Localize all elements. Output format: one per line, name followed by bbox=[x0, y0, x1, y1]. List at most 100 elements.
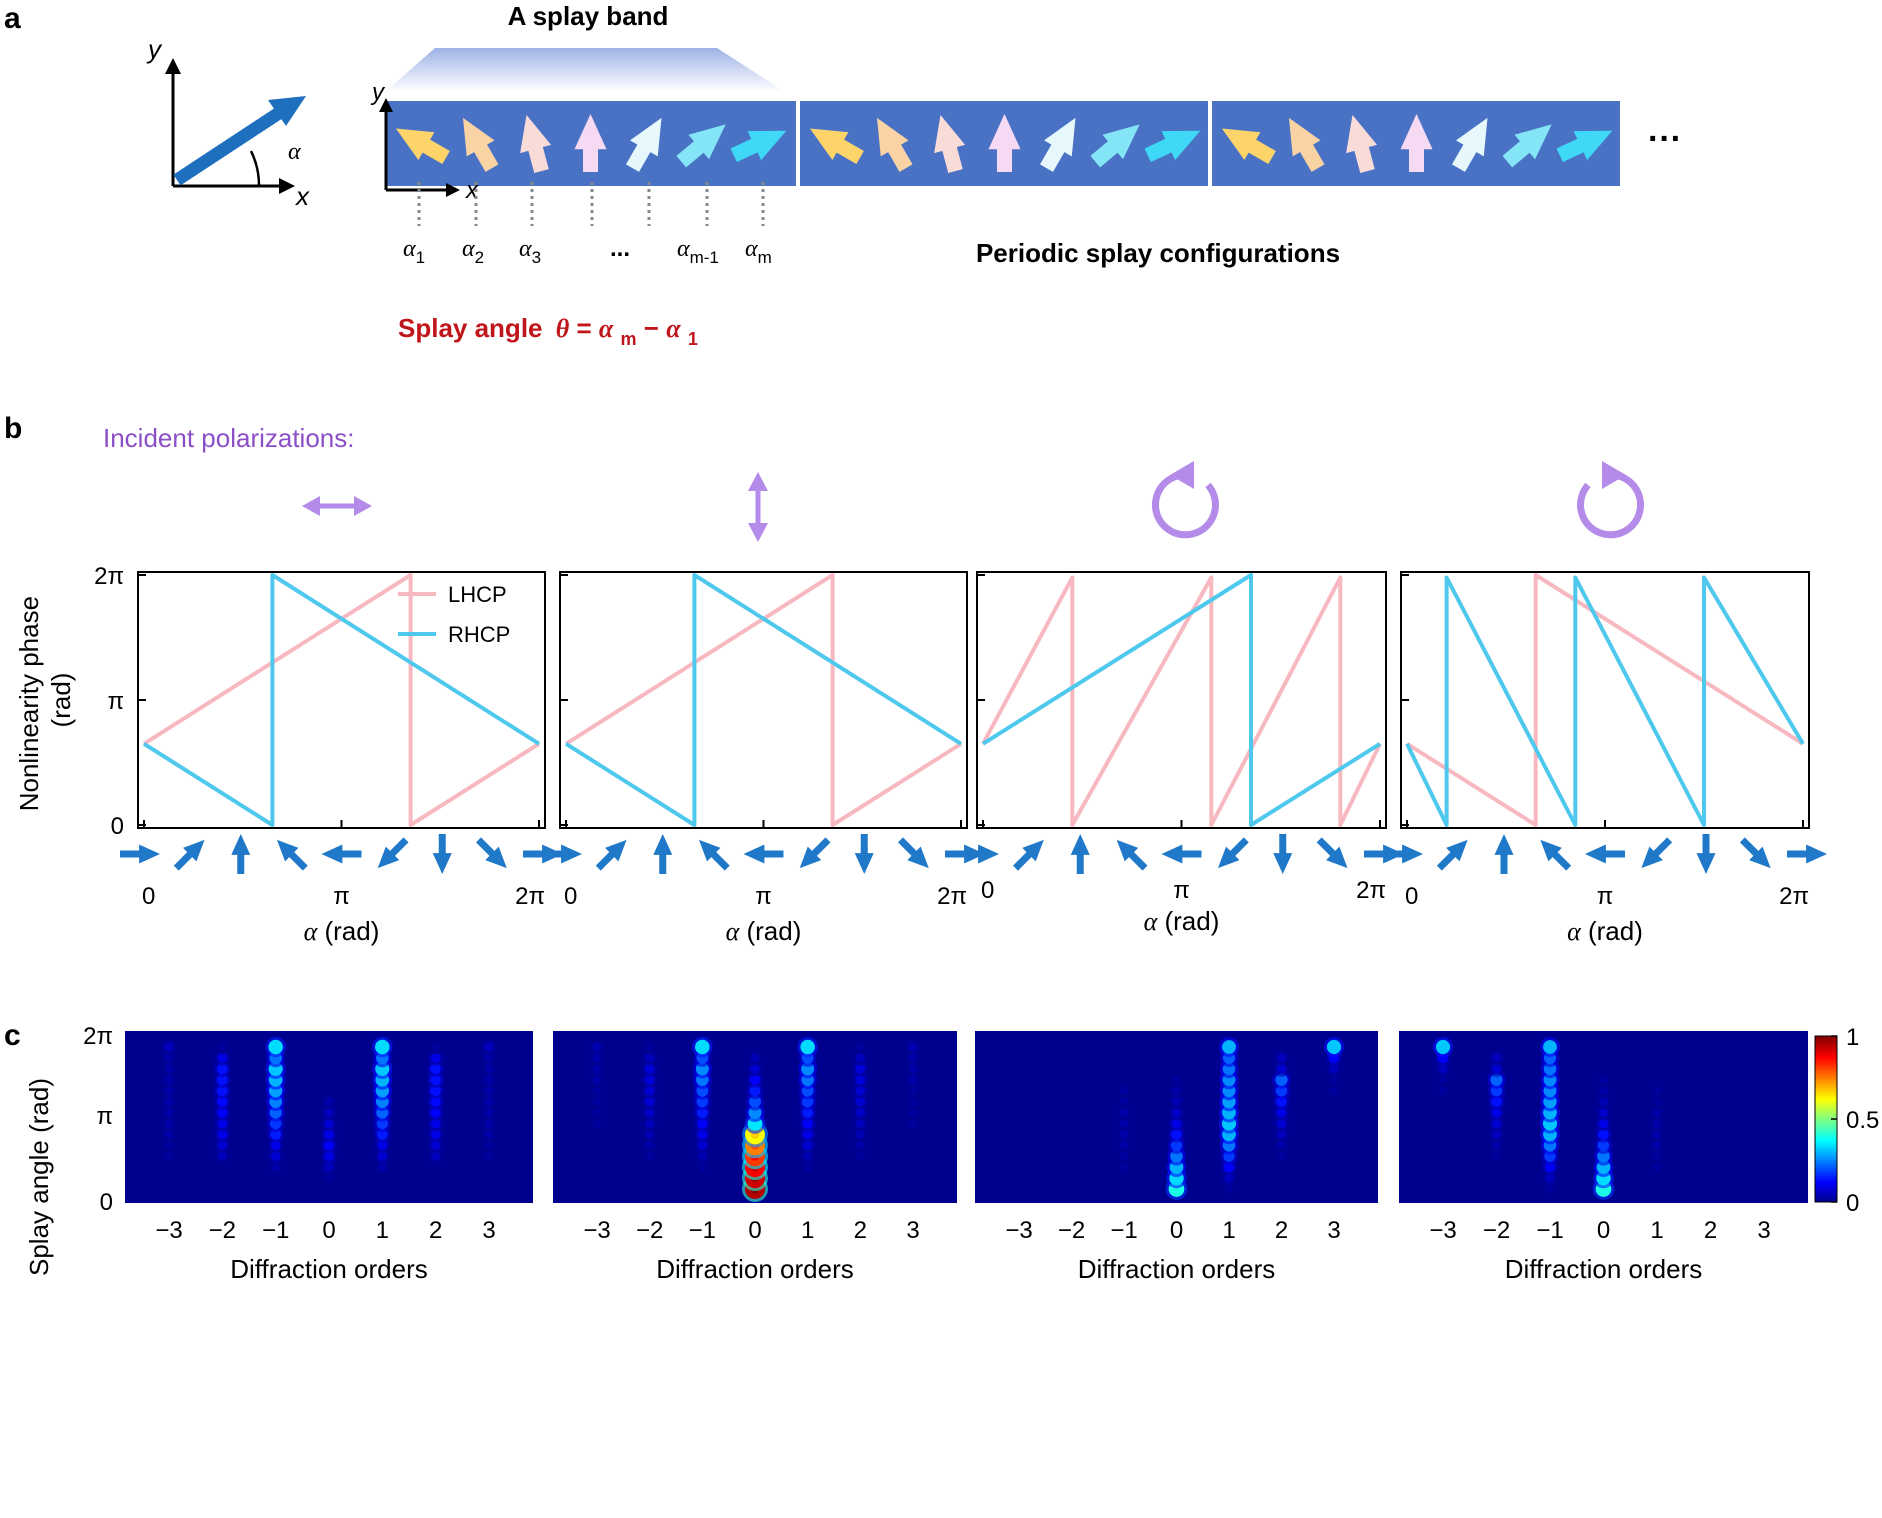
heatmap-spot bbox=[1119, 1086, 1129, 1095]
heatmap-spot bbox=[749, 1074, 761, 1085]
heatmap-spot bbox=[164, 1141, 174, 1150]
direction-arrow bbox=[1739, 837, 1771, 869]
heatmap-spot bbox=[1276, 1064, 1287, 1074]
heatmap-spot bbox=[484, 1097, 494, 1106]
heatmap-spot bbox=[484, 1130, 494, 1139]
colorbar-tick-label: 0 bbox=[1846, 1190, 1859, 1217]
heatmap-spot bbox=[856, 1042, 865, 1052]
heatmap-3: −3 −2 −1 0 1 2 3 Diffraction orders bbox=[975, 1031, 1378, 1284]
splay-angle-equation: Splay angle θ = α m − α 1 bbox=[398, 313, 698, 351]
b-xtick-label: 2π bbox=[515, 883, 545, 910]
heatmap-spot bbox=[697, 1151, 707, 1161]
band1-arrow-2 bbox=[463, 117, 499, 172]
band1-arrow-1 bbox=[395, 128, 450, 164]
heatmap-spot bbox=[1119, 1119, 1129, 1128]
heatmap-spot bbox=[1119, 1108, 1129, 1117]
heatmap-spot bbox=[697, 1140, 708, 1151]
heatmap-spot bbox=[1329, 1064, 1339, 1074]
c-xtick-label: 3 bbox=[1327, 1217, 1340, 1244]
heatmap-spot bbox=[908, 1053, 918, 1063]
heatmap-spot bbox=[1492, 1140, 1501, 1150]
heatmap-spot bbox=[644, 1074, 655, 1085]
heatmap-spot bbox=[324, 1107, 334, 1118]
c-xlabel: Diffraction orders bbox=[1505, 1254, 1703, 1284]
band3-arrow-5 bbox=[1452, 117, 1488, 172]
alpha-markers: α1 α2 α3... αm-1 αm bbox=[403, 182, 772, 267]
c-xtick-label: 0 bbox=[748, 1217, 761, 1244]
direction-arrow bbox=[173, 839, 205, 871]
line-chart-1: 0 π 2π LHCP RHCP 0 π 2π α (rad) bbox=[94, 563, 563, 946]
heatmap-spot bbox=[1119, 1140, 1129, 1150]
heatmap-spot bbox=[1276, 1107, 1287, 1118]
panel-c: Splay angle (rad) −3 −2 −1 0 1 2 3 Diffraction … bbox=[24, 1023, 1879, 1284]
heatmap-spot bbox=[855, 1085, 866, 1096]
direction-arrow bbox=[959, 844, 999, 864]
heatmap-spot bbox=[375, 1039, 390, 1055]
band2-arrow-2 bbox=[877, 117, 913, 172]
heatmap-spot bbox=[484, 1042, 494, 1052]
heatmap-spot bbox=[1435, 1039, 1451, 1055]
heatmap-spot bbox=[324, 1162, 334, 1172]
heatmap-spot bbox=[592, 1042, 602, 1052]
heatmap-spot bbox=[1599, 1097, 1608, 1107]
heatmap-spot bbox=[645, 1129, 655, 1139]
c-xtick-label: −1 bbox=[1110, 1217, 1137, 1244]
heatmaps: −3 −2 −1 0 1 2 3 Diffraction orders 0 π 2π −3 −2 −1 0 1… bbox=[83, 1023, 1808, 1284]
heatmap-spot bbox=[592, 1053, 602, 1063]
series-rhcp-line bbox=[981, 573, 1382, 827]
line-chart-2: 0 π 2π α (rad) bbox=[542, 571, 985, 946]
panel-label-b: b bbox=[4, 412, 22, 445]
heatmap-spot bbox=[1652, 1108, 1662, 1117]
c-ytick-label: 0 bbox=[100, 1189, 113, 1216]
heatmap-spot bbox=[1491, 1064, 1502, 1074]
direction-arrow bbox=[1787, 844, 1827, 864]
heatmap-spot bbox=[1326, 1039, 1342, 1055]
heatmap-spot bbox=[697, 1118, 708, 1129]
c-xtick-label: −3 bbox=[155, 1217, 182, 1244]
series-lhcp-line bbox=[1405, 573, 1805, 827]
band2-arrow-6 bbox=[1090, 124, 1140, 168]
heatmap-spot bbox=[1652, 1119, 1662, 1128]
c-xtick-label: −1 bbox=[689, 1217, 716, 1244]
heatmap-spot bbox=[164, 1130, 174, 1139]
b-xtick-label: π bbox=[1597, 883, 1614, 910]
series-lhcp-line bbox=[981, 575, 1382, 827]
b-xtick-label: 0 bbox=[564, 883, 577, 910]
alpha-label: αm bbox=[745, 236, 772, 267]
heatmap-spot bbox=[1171, 1107, 1182, 1118]
heatmap-spot bbox=[800, 1039, 815, 1055]
heatmap-spot bbox=[1119, 1097, 1129, 1106]
inset-y-label: y bbox=[146, 34, 163, 64]
band-arrows bbox=[395, 114, 1613, 173]
heatmap-spot bbox=[1652, 1086, 1662, 1095]
heatmap-spot bbox=[592, 1119, 602, 1128]
heatmap-spot bbox=[431, 1151, 441, 1161]
heatmap-spot bbox=[908, 1042, 918, 1052]
heatmap-spot bbox=[1597, 1139, 1610, 1152]
heatmap-spot bbox=[1172, 1086, 1181, 1096]
direction-arrow bbox=[595, 839, 627, 871]
heatmap-spot bbox=[908, 1119, 918, 1128]
direction-arrow bbox=[1494, 834, 1514, 874]
inset-angle-label: α bbox=[288, 139, 301, 165]
heatmap-spot bbox=[377, 1140, 388, 1151]
heatmap-spot bbox=[324, 1118, 334, 1129]
heatmap-spot bbox=[1491, 1129, 1502, 1139]
direction-arrow bbox=[476, 837, 507, 869]
heatmap-spot bbox=[1276, 1129, 1287, 1139]
direction-arrow bbox=[1641, 837, 1673, 869]
direction-arrow bbox=[698, 839, 730, 871]
heatmap-1: −3 −2 −1 0 1 2 3 Diffraction orders 0 π 2π bbox=[83, 1023, 533, 1284]
heatmap-spot bbox=[855, 1140, 865, 1150]
heatmap-spot bbox=[855, 1053, 865, 1063]
band3-arrow-3 bbox=[1346, 114, 1378, 173]
direction-arrow bbox=[1585, 844, 1625, 864]
c-ytick-label: 2π bbox=[83, 1023, 113, 1050]
c-xlabel: Diffraction orders bbox=[230, 1254, 428, 1284]
alpha-label: αm-1 bbox=[677, 236, 719, 267]
c-xtick-label: 2 bbox=[1704, 1217, 1717, 1244]
heatmap-spot bbox=[217, 1129, 228, 1140]
heatmap-spot bbox=[695, 1039, 710, 1055]
c-xtick-label: −3 bbox=[1005, 1217, 1032, 1244]
